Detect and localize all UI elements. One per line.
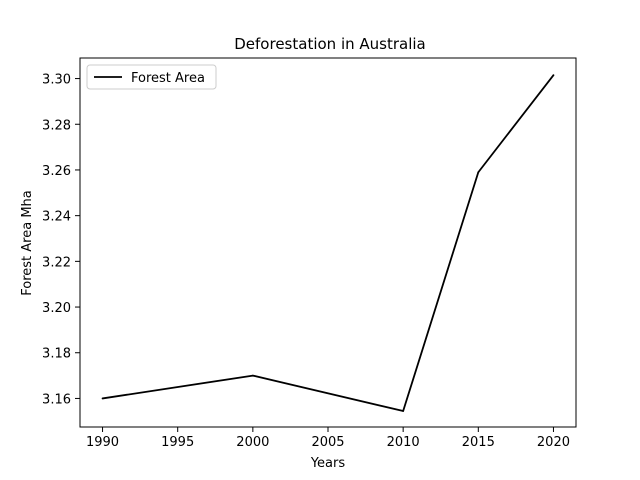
axes-frame xyxy=(79,57,577,428)
x-tick-label: 2020 xyxy=(537,435,570,450)
data-point xyxy=(477,171,480,174)
data-point xyxy=(101,397,104,400)
y-tick-label: 3.18 xyxy=(42,347,71,362)
series-line-forest-area xyxy=(102,74,555,412)
y-tick-label: 3.20 xyxy=(42,301,71,316)
data-point xyxy=(251,374,254,377)
y-tick-label: 3.28 xyxy=(42,118,71,133)
plot-area: 1990 1995 2000 2005 2010 2015 2020 3.16 3.18 3.20… xyxy=(42,57,577,450)
x-tick-label: 2005 xyxy=(311,435,344,450)
y-tick-label: 3.24 xyxy=(42,210,71,225)
x-tick-label: 1990 xyxy=(86,435,119,450)
data-point xyxy=(552,74,555,77)
y-tick-label: 3.26 xyxy=(42,164,71,179)
y-tick-label: 3.16 xyxy=(42,392,71,407)
legend-label: Forest Area xyxy=(131,71,205,86)
legend-box xyxy=(86,64,217,90)
x-tick-label: 2010 xyxy=(387,435,420,450)
x-axis-label: Years xyxy=(310,456,346,471)
y-tick-label: 3.30 xyxy=(42,73,71,88)
y-axis-label: Forest Area Mha xyxy=(20,190,35,296)
x-tick-label: 2000 xyxy=(236,435,269,450)
y-tick-label: 3.22 xyxy=(42,255,71,270)
data-point xyxy=(402,410,405,412)
chart-title: Deforestation in Australia xyxy=(234,35,425,53)
x-tick-label: 2015 xyxy=(462,435,495,450)
x-tick-label: 1995 xyxy=(161,435,194,450)
